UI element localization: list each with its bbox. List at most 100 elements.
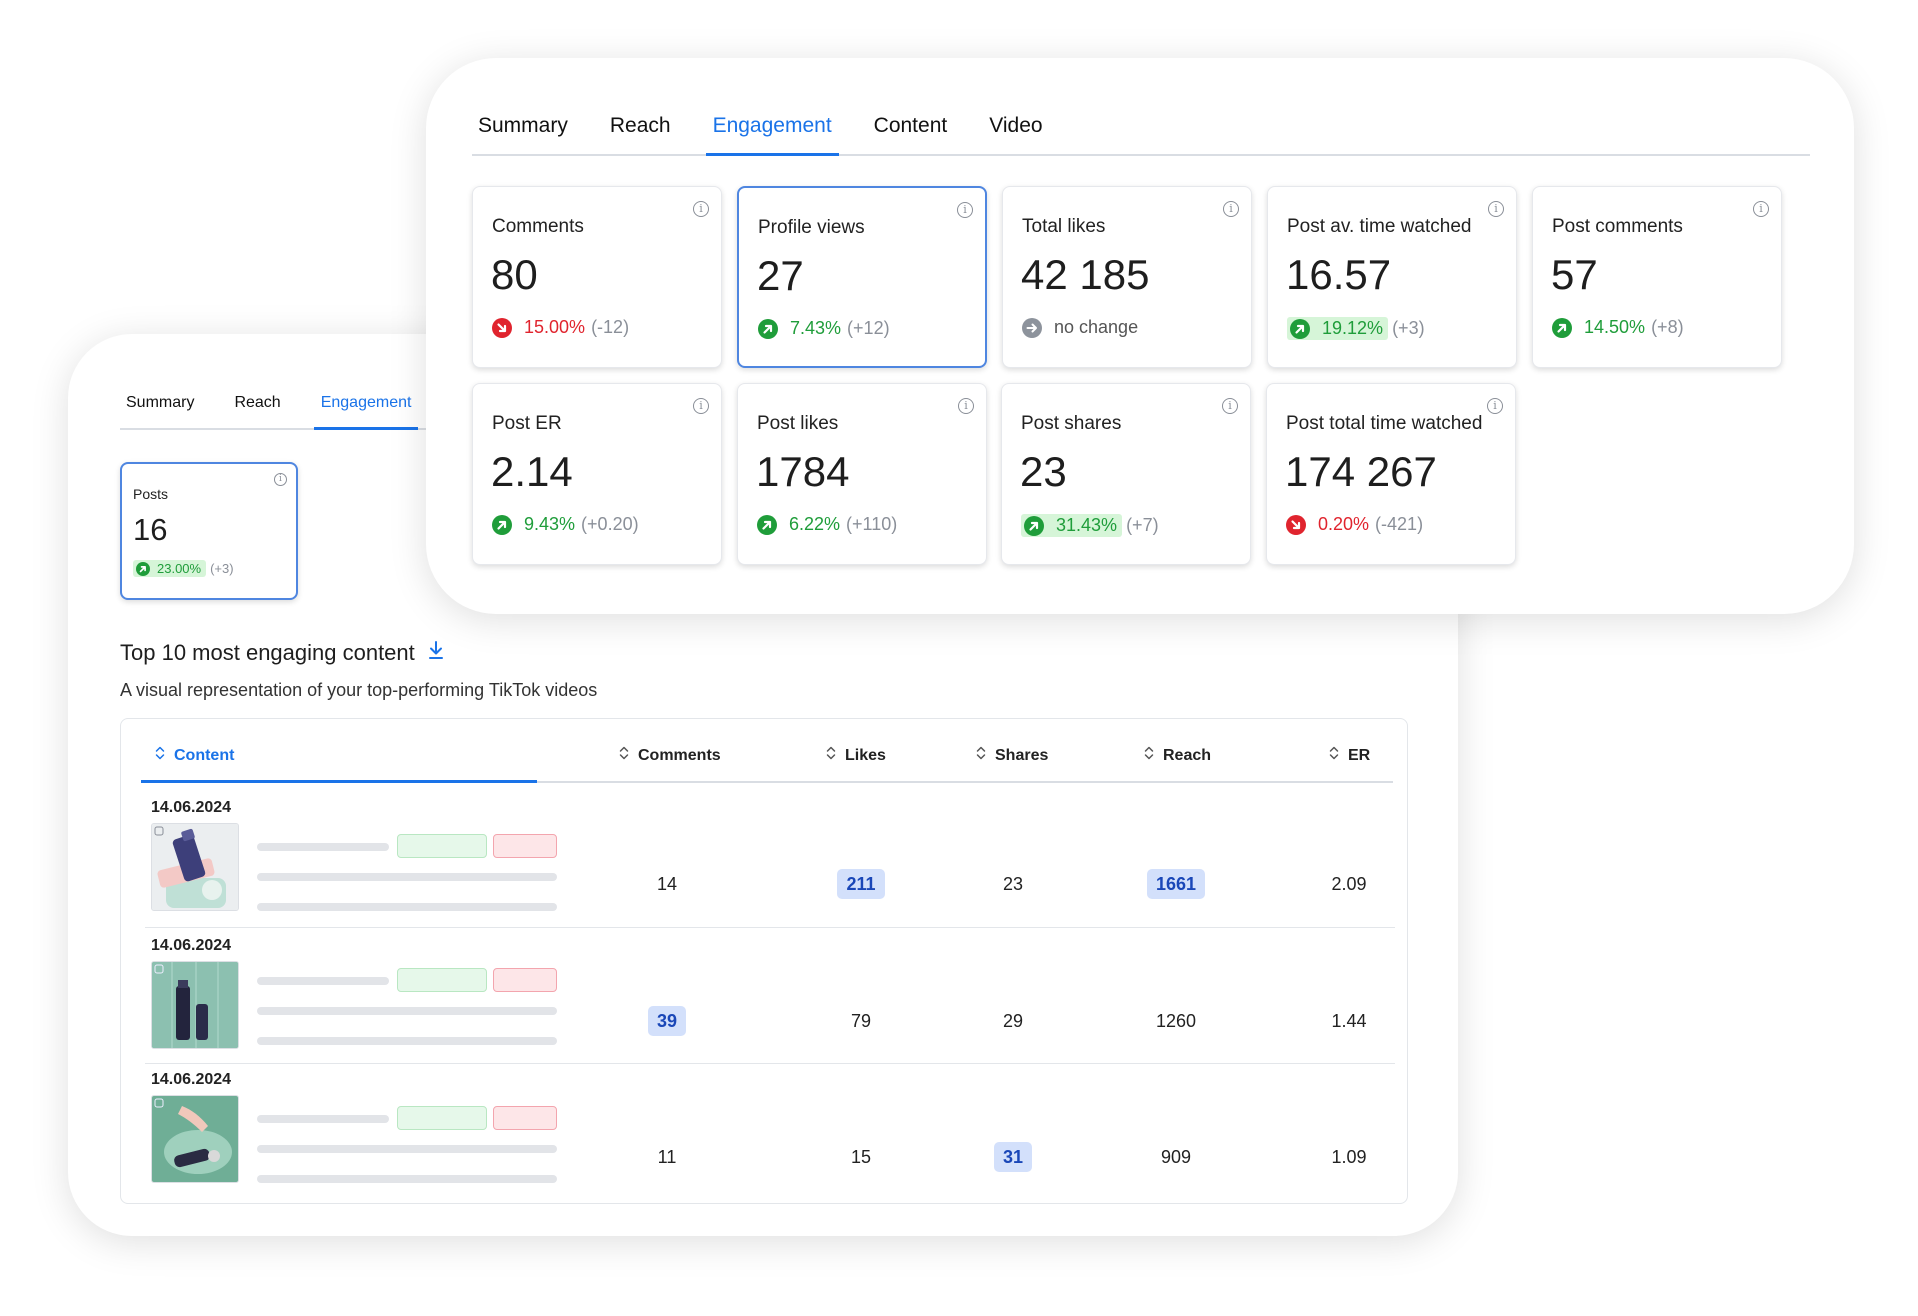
cell-reach: 909 — [1160, 1147, 1192, 1167]
column-header-reach[interactable]: Reach — [1144, 745, 1211, 766]
trend-down-icon — [492, 317, 512, 338]
info-icon[interactable]: i — [1223, 201, 1239, 217]
change-highlight: 23.00% — [133, 560, 207, 577]
cell-likes: 15 — [850, 1147, 872, 1167]
skeleton-tag — [493, 1106, 557, 1130]
highlight-value: 31 — [993, 1142, 1033, 1172]
info-icon[interactable]: i — [693, 201, 709, 217]
info-icon[interactable]: i — [958, 398, 974, 414]
info-icon[interactable]: i — [1488, 201, 1504, 217]
card-change: 6.22% (+110) — [757, 514, 897, 535]
metric-card[interactable]: Post comments i 57 14.50% (+8) — [1532, 186, 1782, 368]
change-delta: (+12) — [847, 318, 890, 338]
tab-summary[interactable]: Summary — [478, 114, 568, 137]
tab-engagement[interactable]: Engagement — [313, 386, 419, 430]
info-icon[interactable]: i — [693, 398, 709, 414]
card-value: 2.14 — [491, 448, 573, 495]
post-thumbnail[interactable] — [151, 1095, 239, 1183]
post-thumbnail[interactable] — [151, 961, 239, 1049]
metric-card[interactable]: Post likes i 1784 6.22% (+110) — [737, 383, 987, 565]
change-delta: (+7) — [1126, 515, 1159, 535]
table-row[interactable]: 14.06.2024 11 15 31 909 1.09 — [145, 1071, 1395, 1199]
card-label: Posts — [133, 486, 169, 502]
card-label: Total likes — [1022, 216, 1106, 237]
cell-comments: 39 — [627, 1006, 707, 1036]
change-percent: 15.00% — [524, 317, 586, 337]
tab-summary[interactable]: Summary — [126, 394, 195, 411]
cell-shares: 29 — [1002, 1011, 1024, 1031]
change-highlight: 19.12% — [1287, 317, 1389, 340]
change-percent: 14.50% — [1584, 317, 1646, 337]
card-value: 1784 — [756, 448, 850, 495]
metric-card[interactable]: Profile views i 27 7.43% (+12) — [737, 186, 987, 368]
header-label: Reach — [1163, 746, 1212, 764]
column-header-comments[interactable]: Comments — [619, 745, 721, 766]
column-header-likes[interactable]: Likes — [826, 745, 886, 766]
cell-reach: 1661 — [1136, 869, 1216, 899]
trend-up-icon — [758, 318, 778, 339]
trend-up-icon — [1552, 317, 1572, 338]
metric-card[interactable]: Post ER i 2.14 9.43% (+0.20) — [472, 383, 722, 565]
card-change: 0.20% (-421) — [1286, 514, 1423, 535]
sort-icon — [1144, 745, 1154, 766]
card-change: 31.43% (+7) — [1021, 514, 1159, 537]
change-highlight: 31.43% — [1021, 514, 1123, 537]
card-change: 23.00% (+3) — [133, 560, 234, 577]
trend-down-icon — [1286, 514, 1306, 535]
cell-likes: 211 — [821, 869, 901, 899]
cell-reach: 1260 — [1155, 1011, 1197, 1031]
skeleton-tag — [397, 834, 487, 858]
metric-card[interactable]: Post shares i 23 31.43% (+7) — [1001, 383, 1251, 565]
cell-er: 1.44 — [1331, 1011, 1367, 1031]
column-header-shares[interactable]: Shares — [976, 745, 1048, 766]
skeleton-line — [257, 843, 389, 851]
metric-card[interactable]: Post total time watched i 174 267 0.20% (-42… — [1266, 383, 1516, 565]
tab-engagement[interactable]: Engagement — [705, 100, 839, 156]
skeleton-tag — [493, 968, 557, 992]
info-icon[interactable]: i — [274, 473, 287, 486]
header-label: Likes — [845, 746, 886, 764]
change-percent: 6.22% — [789, 514, 841, 534]
change-delta: (+0.20) — [581, 514, 639, 534]
metric-card[interactable]: Total likes i 42 185 no change — [1002, 186, 1252, 368]
info-icon[interactable]: i — [1753, 201, 1769, 217]
tab-video[interactable]: Video — [989, 114, 1043, 137]
sort-icon — [1329, 745, 1339, 766]
card-change: 19.12% (+3) — [1287, 317, 1425, 340]
change-percent: 9.43% — [524, 514, 576, 534]
cell-shares: 31 — [973, 1142, 1053, 1172]
card-label: Post shares — [1021, 413, 1122, 434]
info-icon[interactable]: i — [1487, 398, 1503, 414]
metric-card[interactable]: Post av. time watched i 16.57 19.12% (+3) — [1267, 186, 1517, 368]
column-header-er[interactable]: ER — [1329, 745, 1370, 766]
tab-reach[interactable]: Reach — [234, 394, 281, 411]
section-title-text: Top 10 most engaging content — [120, 640, 415, 665]
card-label: Post likes — [757, 413, 839, 434]
tab-reach[interactable]: Reach — [609, 114, 671, 137]
table-row[interactable]: 14.06.2024 14 211 23 1661 2.09 — [145, 799, 1395, 929]
header-label: Shares — [995, 746, 1049, 764]
header-label: Comments — [638, 746, 721, 764]
post-thumbnail[interactable] — [151, 823, 239, 911]
card-change: 14.50% (+8) — [1552, 317, 1684, 338]
posts-card[interactable]: Posts i 16 23.00% (+3) — [120, 462, 298, 600]
metric-card[interactable]: Comments i 80 15.00% (-12) — [472, 186, 722, 368]
sort-icon — [976, 745, 986, 766]
change-percent: 0.20% — [1318, 514, 1370, 534]
info-icon[interactable]: i — [1222, 398, 1238, 414]
card-value: 16 — [133, 512, 168, 547]
card-label: Profile views — [758, 217, 865, 238]
info-icon[interactable]: i — [957, 202, 973, 218]
trend-up-icon — [492, 514, 512, 535]
back-tab-bar: Summary Reach Engagement — [120, 386, 450, 430]
column-header-content[interactable]: Content — [155, 745, 234, 766]
tab-content[interactable]: Content — [873, 114, 948, 137]
trend-up-icon — [136, 561, 150, 576]
card-value: 23 — [1020, 448, 1067, 495]
table-row[interactable]: 14.06.2024 39 79 29 1260 1.44 — [145, 937, 1395, 1065]
card-change: no change — [1022, 317, 1144, 338]
download-icon[interactable] — [427, 640, 445, 666]
post-date: 14.06.2024 — [151, 1071, 232, 1088]
skeleton-line — [257, 1037, 557, 1045]
no-change-icon — [1022, 317, 1042, 338]
